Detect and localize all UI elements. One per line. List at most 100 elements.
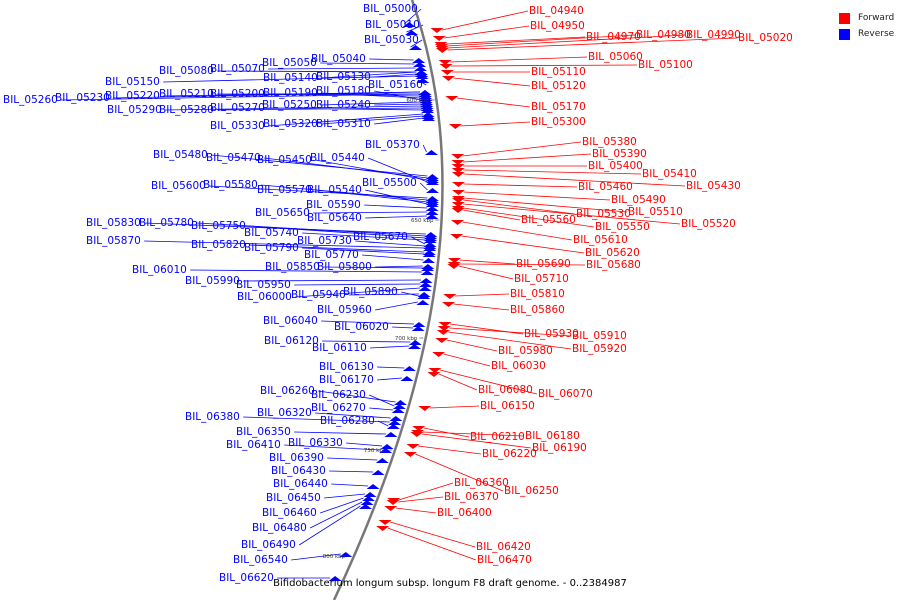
reverse-leader-line [243, 279, 422, 282]
forward-gene-arrow [450, 234, 464, 239]
reverse-leader-line [322, 340, 411, 343]
kbp-tick-label: 600 kbp [406, 98, 429, 104]
reverse-gene-label: BIL_05820 [191, 239, 246, 251]
forward-gene-arrow [376, 526, 390, 531]
reverse-gene-label: BIL_05010 [365, 19, 420, 31]
reverse-leader-line [377, 420, 389, 427]
reverse-gene-arrow [425, 202, 439, 207]
reverse-gene-label: BIL_06540 [233, 554, 288, 566]
reverse-gene-label: BIL_05870 [86, 235, 141, 247]
forward-gene-label: BIL_05380 [582, 136, 637, 148]
forward-gene-arrow [451, 182, 465, 187]
reverse-gene-arrow [425, 180, 439, 185]
forward-leader-line [463, 203, 681, 225]
reverse-gene-label: BIL_05570 [257, 184, 312, 196]
reverse-gene-arrow [412, 58, 426, 63]
reverse-gene-label: BIL_05730 [297, 235, 352, 247]
forward-gene-arrow [432, 352, 446, 357]
forward-leader-line [463, 169, 642, 175]
forward-gene-arrow [410, 432, 424, 437]
forward-gene-arrow [448, 124, 462, 129]
reverse-gene-arrow [413, 66, 427, 71]
reverse-gene-label: BIL_06040 [263, 315, 318, 327]
kbp-tick-label: 700 kbp [395, 336, 418, 342]
forward-gene-label: BIL_06220 [482, 448, 537, 460]
reverse-leader-line [295, 287, 421, 298]
reverse-gene-arrow [362, 496, 376, 501]
forward-gene-arrow [441, 76, 455, 81]
reverse-gene-arrow [415, 74, 429, 79]
reverse-leader-line [329, 470, 374, 473]
reverse-gene-label: BIL_05440 [310, 152, 365, 164]
forward-gene-arrow [445, 96, 459, 101]
forward-gene-label: BIL_06210 [470, 431, 525, 443]
reverse-gene-label: BIL_05750 [191, 220, 246, 232]
forward-gene-label: BIL_05490 [611, 194, 666, 206]
reverse-gene-arrow [421, 108, 435, 113]
reverse-leader-line [291, 553, 341, 561]
reverse-leader-line [302, 247, 425, 255]
reverse-gene-label: BIL_05320 [263, 118, 318, 130]
reverse-leader-line [362, 254, 424, 261]
forward-gene-label: BIL_05390 [592, 148, 647, 160]
reverse-gene-label: BIL_05800 [317, 261, 372, 273]
legend-forward: Forward [839, 10, 894, 26]
forward-gene-arrow [436, 330, 450, 335]
forward-leader-line [395, 507, 437, 514]
reverse-leader-line [355, 240, 425, 247]
forward-gene-arrow [451, 208, 465, 213]
forward-gene-label: BIL_06360 [454, 477, 509, 489]
kbp-tick-label: 750 kbp [364, 448, 387, 454]
forward-leader-line [445, 36, 586, 45]
reverse-gene-arrow [411, 326, 425, 331]
forward-leader-line [463, 209, 521, 221]
reverse-gene-arrow [389, 416, 403, 421]
reverse-leader-line [321, 320, 414, 325]
reverse-gene-arrow [384, 432, 398, 437]
reverse-label: Reverse [858, 29, 895, 39]
forward-leader-line [459, 263, 586, 266]
forward-leader-line [450, 56, 588, 63]
forward-gene-arrow [384, 506, 398, 511]
reverse-leader-line [294, 283, 421, 286]
forward-gene-arrow [448, 258, 462, 263]
reverse-gene-label: BIL_05030 [364, 34, 419, 46]
reverse-gene-arrow [422, 258, 436, 263]
forward-gene-arrow [438, 322, 452, 327]
reverse-gene-arrow [379, 448, 393, 453]
reverse-gene-arrow [388, 420, 402, 425]
reverse-gene-label: BIL_05080 [159, 65, 214, 77]
reverse-gene-label: BIL_05960 [317, 304, 372, 316]
reverse-gene-label: BIL_05450 [257, 154, 312, 166]
forward-gene-label: BIL_05930 [524, 328, 579, 340]
reverse-leader-line [370, 345, 410, 349]
reverse-gene-arrow [422, 116, 436, 121]
reverse-leader-line [324, 493, 366, 499]
reverse-gene-arrow [371, 470, 385, 475]
reverse-leader-line [190, 269, 423, 273]
forward-gene-arrow [451, 198, 465, 203]
forward-gene-arrow [435, 338, 449, 343]
forward-gene-arrow [438, 60, 452, 65]
forward-gene-label: BIL_06080 [478, 384, 533, 396]
reverse-gene-label: BIL_05890 [343, 286, 398, 298]
reverse-gene-arrow [391, 408, 405, 413]
reverse-leader-line [315, 412, 391, 419]
reverse-gene-label: BIL_05580 [203, 179, 258, 191]
reverse-leader-line [392, 326, 414, 329]
forward-gene-arrow [437, 326, 451, 331]
forward-gene-label: BIL_05020 [738, 32, 793, 44]
reverse-gene-arrow [366, 484, 380, 489]
forward-gene-label: BIL_05980 [498, 345, 553, 357]
forward-gene-label: BIL_05510 [628, 206, 683, 218]
reverse-gene-arrow [393, 400, 407, 405]
reverse-gene-arrow [416, 78, 430, 83]
reverse-leader-line [217, 70, 417, 73]
reverse-gene-arrow [422, 252, 436, 257]
forward-gene-label: BIL_05430 [686, 180, 741, 192]
reverse-gene-label: BIL_06120 [264, 335, 319, 347]
reverse-gene-label: BIL_05190 [263, 87, 318, 99]
reverse-gene-arrow [416, 300, 430, 305]
reverse-gene-label: BIL_06460 [262, 507, 317, 519]
reverse-leader-line [323, 266, 423, 269]
